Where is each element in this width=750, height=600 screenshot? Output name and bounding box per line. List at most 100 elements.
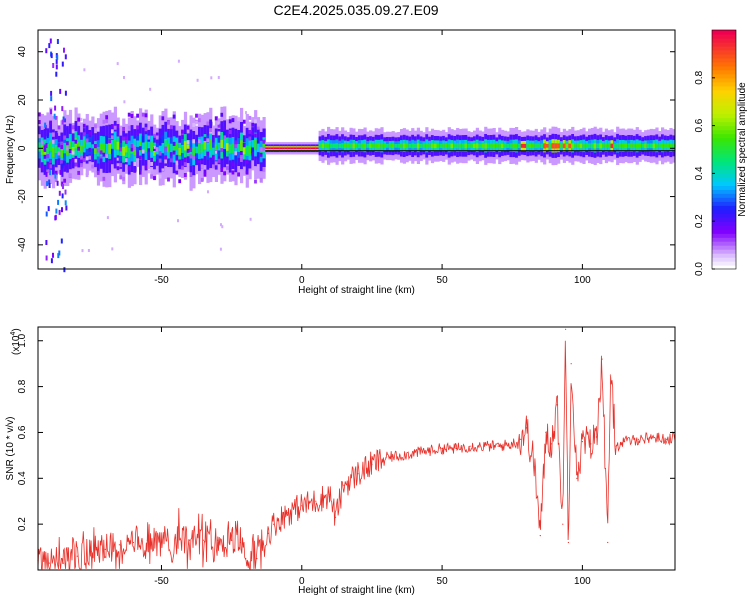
snr-data-point	[399, 454, 401, 456]
snr-data-point	[146, 539, 148, 541]
y-tick-label: 0.2	[17, 517, 28, 531]
y-tick-label: -40	[17, 237, 28, 252]
svg-text:(x104): (x104)	[10, 328, 22, 355]
snr-data-point	[315, 500, 317, 502]
snr-data-point	[550, 443, 553, 445]
x-tick-label: -50	[154, 576, 169, 587]
snr-data-point	[565, 328, 567, 330]
snr-data-point	[385, 457, 387, 459]
scale-note: (x104)	[10, 328, 22, 355]
snr-data-point	[525, 427, 527, 429]
snr-data-point	[104, 548, 106, 551]
y-tick-label: 40	[17, 46, 28, 58]
snr-data-point	[469, 445, 471, 447]
snr-data-point	[231, 539, 233, 541]
y-axis-label: SNR (10 * v/v)	[5, 417, 16, 481]
snr-data-point	[595, 436, 598, 438]
snr-data-point	[343, 484, 345, 486]
x-tick-label: 100	[574, 275, 591, 286]
y-tick-label: 0.8	[17, 379, 28, 393]
snr-data-point	[556, 404, 558, 406]
snr-data-point	[511, 443, 513, 445]
snr-data-point	[441, 447, 443, 450]
snr-data-point	[497, 445, 499, 447]
snr-data-point	[666, 438, 668, 440]
snr-data-point	[607, 541, 609, 544]
y-tick-label: 0.6	[17, 425, 28, 439]
snr-data-point	[160, 541, 163, 544]
colorbar-tick-label: 0.2	[694, 214, 705, 228]
snr-data-point	[570, 363, 572, 365]
snr-data-point	[371, 463, 373, 466]
x-axis-label: Height of straight line (km)	[298, 285, 415, 296]
snr-data-point	[413, 452, 415, 454]
colorbar-label: Normalized spectral amplitude	[737, 82, 748, 217]
y-tick-label: -20	[17, 189, 28, 204]
x-tick-label: -50	[154, 275, 169, 286]
snr-data-point	[562, 523, 564, 525]
snr-data-point	[90, 551, 92, 553]
colorbar-tick-label: 0.0	[694, 262, 705, 276]
snr-data-point	[539, 535, 541, 537]
x-tick-label: 0	[299, 576, 305, 587]
colorbar	[712, 30, 736, 270]
snr-data-point	[590, 443, 592, 445]
spectrogram-heatmap	[38, 38, 676, 273]
snr-data-point	[174, 537, 177, 539]
snr-data-point	[609, 374, 612, 376]
snr-data-point	[652, 436, 654, 438]
snr-data-point	[203, 539, 205, 541]
snr-data-point	[581, 441, 584, 443]
snr-data-point	[455, 447, 457, 450]
snr-data-point	[567, 541, 570, 544]
snr-data-point	[267, 532, 269, 534]
spectrogram-frame	[37, 29, 676, 270]
chart-title: C2E4.2025.035.09.27.E09	[273, 2, 439, 18]
snr-data-point	[545, 431, 547, 434]
y-tick-label: 0	[17, 145, 28, 151]
snr-data-point	[261, 546, 264, 548]
colorbar-tick-label: 0.4	[694, 166, 705, 180]
snr-data-point	[250, 560, 252, 562]
y-tick-label: 0.4	[17, 471, 28, 485]
snr-data-point	[576, 477, 578, 479]
snr-data-point	[256, 557, 258, 560]
snr-series-line	[37, 340, 676, 570]
snr-data-point	[118, 544, 120, 546]
snr-data-point	[287, 512, 289, 514]
snr-data-point	[483, 445, 485, 447]
snr-data-point	[427, 450, 429, 452]
snr-data-point	[217, 539, 219, 541]
y-tick-label: 20	[17, 94, 28, 106]
x-tick-label: 50	[437, 576, 449, 587]
snr-data-point	[623, 441, 626, 443]
y-tick-label: 1.0	[17, 333, 28, 347]
colorbar-tick-label: 0.8	[694, 70, 705, 84]
x-tick-label: 0	[299, 275, 305, 286]
snr-data-point	[239, 541, 241, 544]
snr-data-point	[615, 445, 617, 447]
snr-data-point	[520, 438, 522, 440]
snr-data-point	[188, 539, 191, 541]
x-axis-label: Height of straight line (km)	[298, 585, 415, 596]
snr-data-point	[357, 473, 359, 475]
snr-data-point	[301, 505, 303, 507]
snr-data-point	[329, 493, 331, 495]
snr-data-point	[637, 438, 640, 440]
snr-frame	[37, 326, 676, 571]
x-tick-label: 100	[574, 576, 591, 587]
snr-data-point	[76, 555, 78, 557]
snr-data-point	[534, 466, 536, 468]
colorbar-frame	[711, 29, 737, 270]
snr-data-point	[601, 358, 603, 360]
y-axis-label: Frequency (Hz)	[5, 115, 16, 184]
snr-data-point	[273, 523, 275, 525]
x-tick-label: 50	[437, 275, 449, 286]
colorbar-tick-label: 0.6	[694, 118, 705, 132]
snr-data-point	[245, 557, 247, 560]
snr-data-point	[48, 562, 50, 564]
snr-data-point	[334, 516, 337, 518]
snr-data-point	[132, 541, 134, 544]
snr-data-point	[62, 562, 64, 564]
